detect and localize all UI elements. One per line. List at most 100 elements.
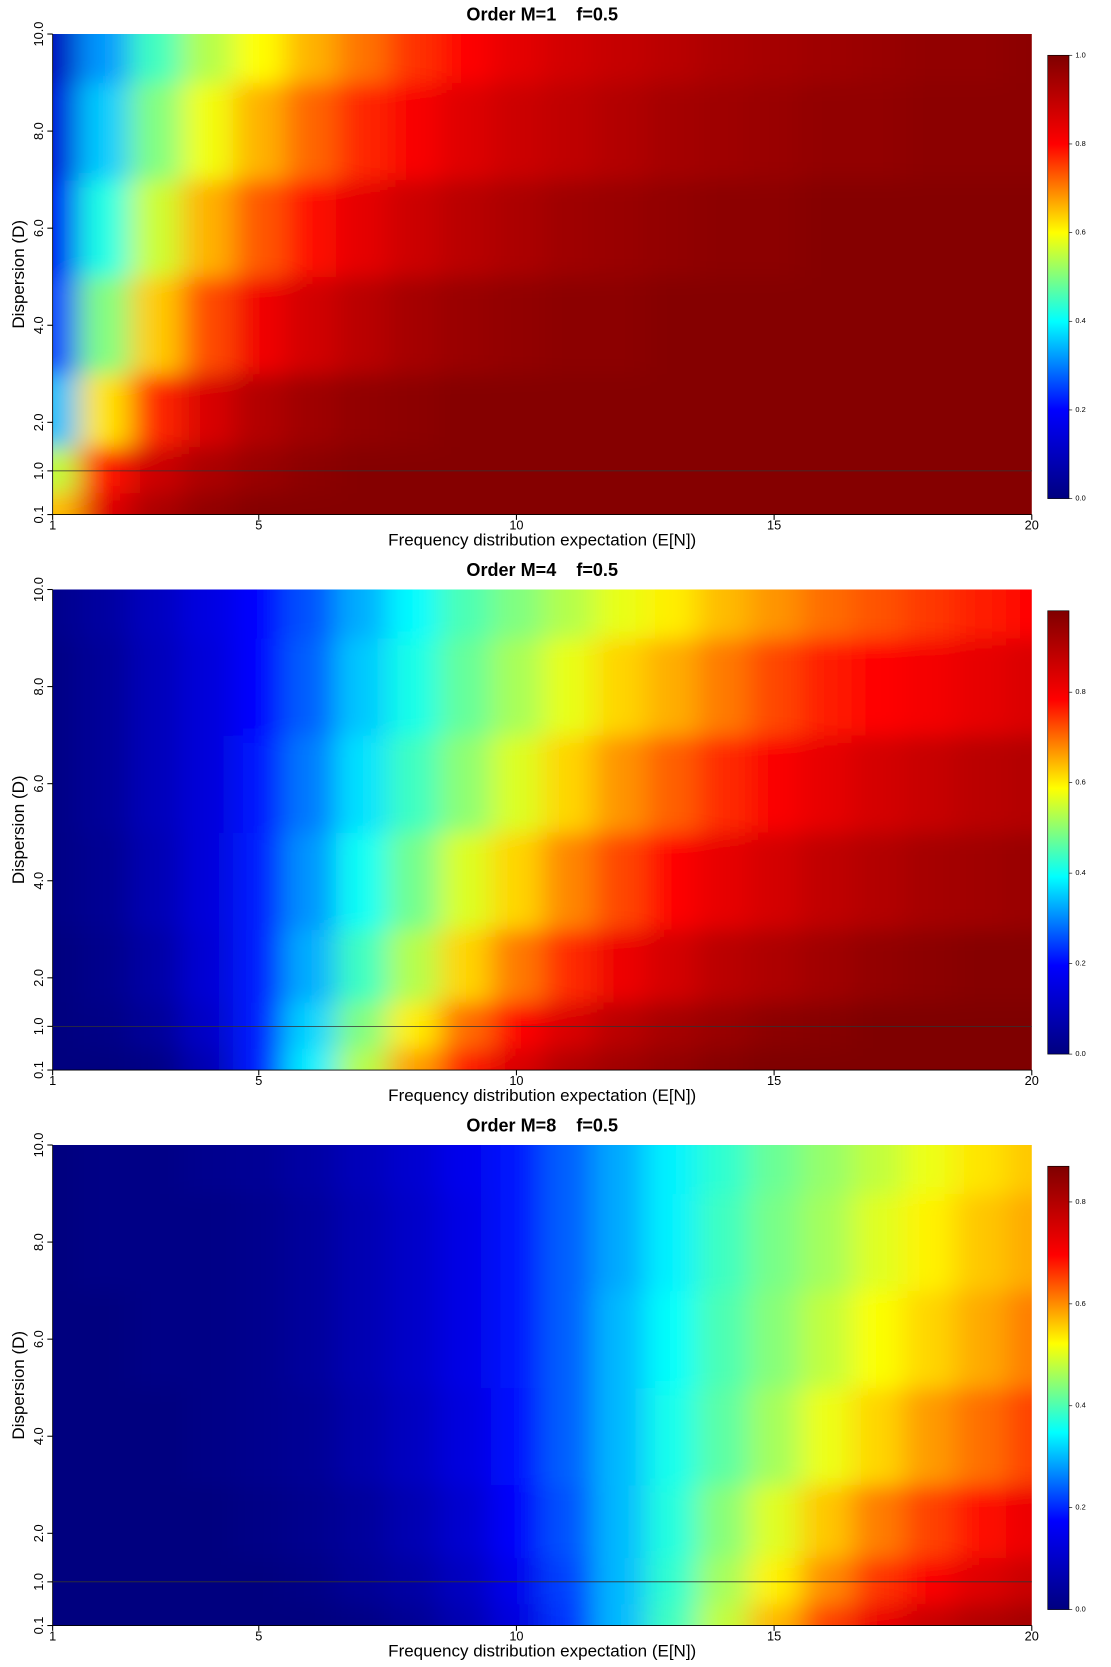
heatmap-cell (52, 34, 79, 84)
heatmap-cell (542, 1557, 595, 1605)
y-tick-label: 1.0 (31, 1573, 46, 1591)
x-tick-label: 15 (767, 1073, 781, 1088)
heatmap-cell (129, 1387, 183, 1486)
heatmap-cell (645, 373, 698, 448)
heatmap-cell (129, 1144, 183, 1195)
y-tick-label: 10.0 (31, 22, 46, 47)
heatmap-cell (696, 589, 749, 639)
heatmap-cell (696, 638, 749, 736)
x-axis-label: Frequency distribution expectation (E[N]… (388, 1642, 696, 1661)
colorbar-tick-label: 0.6 (1075, 1299, 1085, 1308)
heatmap-cell (284, 373, 337, 448)
heatmap-cell (490, 1290, 543, 1389)
x-tick-label: 5 (255, 1073, 262, 1088)
heatmap-cell (696, 1193, 749, 1292)
x-tick-label: 5 (255, 1629, 262, 1644)
heatmap-cell (336, 929, 389, 1003)
heatmap-cell (851, 1484, 904, 1559)
x-tick-label: 1 (49, 1073, 56, 1088)
heatmap-cell (181, 1048, 234, 1071)
chart-title: Order M=8 f=0.5 (466, 1116, 618, 1136)
heatmap-cell (181, 1193, 234, 1292)
heatmap-cell (233, 276, 286, 375)
y-axis-label: Dispersion (D) (9, 220, 28, 329)
heatmap-cell (851, 446, 904, 494)
heatmap-cell (696, 276, 749, 375)
heatmap-cell (78, 82, 131, 181)
heatmap-cell (696, 832, 749, 930)
heatmap-cell (902, 1484, 956, 1559)
heatmap-cell (129, 1484, 183, 1559)
heatmap-cell (52, 1557, 79, 1605)
heatmap-cell (439, 34, 492, 84)
heatmap-cell (52, 1387, 79, 1486)
heatmap-cell (336, 1193, 389, 1292)
heatmap-cell (645, 179, 698, 278)
heatmap-cell (1006, 179, 1032, 278)
heatmap-cell (593, 446, 646, 494)
heatmap-cell (593, 34, 646, 84)
heatmap-cell (1006, 735, 1032, 833)
heatmap-cell (78, 446, 131, 494)
heatmap-cell (851, 1002, 904, 1049)
colorbar-tick-label: 0.4 (1075, 868, 1085, 877)
heatmap-cell (336, 446, 389, 494)
heatmap-cell (799, 446, 852, 494)
heatmap-cell (593, 1002, 646, 1049)
heatmap-cell (799, 276, 852, 375)
heatmap-cell (954, 1387, 1007, 1486)
heatmap-cell (439, 735, 492, 833)
heatmap-cell (645, 492, 698, 515)
heatmap-cell (284, 832, 337, 930)
heatmap-cell (78, 276, 131, 375)
heatmap-cell (542, 179, 595, 278)
heatmap-cell (593, 832, 646, 930)
heatmap-cell (439, 638, 492, 736)
heatmap-cell (439, 1484, 492, 1559)
heatmap-cell (645, 1193, 698, 1292)
heatmap-cell (696, 492, 749, 515)
colorbar-tick-label: 0.8 (1075, 687, 1085, 696)
heatmap-cell (336, 492, 389, 515)
heatmap-cell (490, 179, 543, 278)
heatmap-cell (593, 373, 646, 448)
heatmap-cell (902, 832, 956, 930)
heatmap-cell (233, 1144, 286, 1195)
heatmap-cell (129, 82, 183, 181)
x-tick-label: 5 (255, 518, 262, 533)
heatmap-cell (52, 589, 79, 639)
heatmap-cell (78, 1290, 131, 1389)
heatmap-cell (851, 638, 904, 736)
heatmap-cell (439, 589, 492, 639)
heatmap-cell (490, 1048, 543, 1071)
heatmap-cell (799, 1048, 852, 1071)
heatmap-cell (799, 1484, 852, 1559)
heatmap-cell (1006, 1557, 1032, 1605)
heatmap-cell (593, 1484, 646, 1559)
heatmap-cell (799, 929, 852, 1003)
heatmap-cell (799, 1557, 852, 1605)
heatmap-cell (593, 1144, 646, 1195)
heatmap-cell (78, 832, 131, 930)
y-tick-label: 10.0 (31, 1133, 46, 1158)
heatmap-cell (284, 34, 337, 84)
heatmap-cell (851, 1387, 904, 1486)
heatmap-cell (78, 1193, 131, 1292)
heatmap-cell (78, 929, 131, 1003)
heatmap-cell (799, 589, 852, 639)
heatmap-cell (696, 1144, 749, 1195)
heatmap-cell (490, 832, 543, 930)
heatmap-cell (1006, 373, 1032, 448)
heatmap-cell (336, 34, 389, 84)
heatmap-cell (799, 1144, 852, 1195)
heatmap-cell (902, 82, 956, 181)
heatmap-cell (52, 82, 79, 181)
heatmap-cell (748, 82, 801, 181)
heatmap-cell (902, 34, 956, 84)
heatmap-cell (181, 373, 234, 448)
y-tick-label: 4.0 (31, 1427, 46, 1445)
x-tick-label: 1 (49, 518, 56, 533)
heatmap-cell (78, 1484, 131, 1559)
